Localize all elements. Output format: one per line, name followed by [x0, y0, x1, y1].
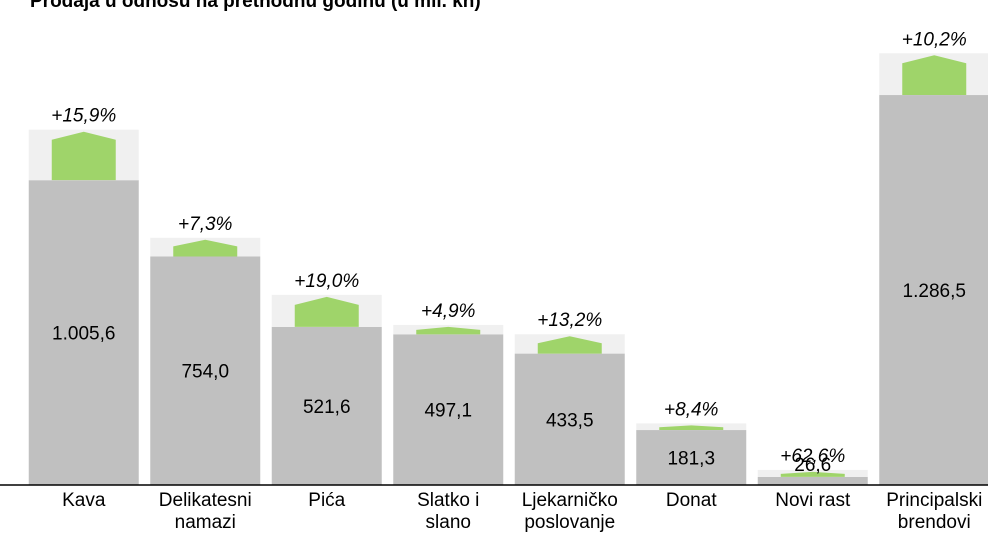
x-tick-label: Ljekarničko poslovanje [522, 490, 618, 533]
x-tick-label: Novi rast [775, 490, 851, 511]
value-label: 754,0 [181, 362, 229, 383]
x-tick-label: Slatko i slano [417, 490, 479, 533]
x-tick-label: Principalski brendovi [886, 490, 982, 533]
value-label: 1.286,5 [903, 281, 966, 302]
value-label: 497,1 [424, 401, 472, 422]
bar [28, 180, 139, 486]
growth-arrow [416, 326, 481, 335]
growth-label: +15,9% [51, 106, 116, 127]
value-label: 1.005,6 [52, 324, 115, 345]
x-tick-label: Pića [308, 490, 345, 511]
x-tick-label: Kava [62, 490, 106, 511]
growth-label: +8,4% [664, 399, 719, 420]
bar [757, 476, 868, 485]
value-label: 26,6 [794, 455, 831, 476]
x-tick-label: Delikatesni namazi [159, 490, 252, 533]
growth-label: +19,0% [294, 271, 359, 292]
growth-label: +7,3% [178, 214, 233, 235]
growth-label: +13,2% [537, 310, 602, 331]
growth-label: +4,9% [421, 301, 476, 322]
growth-arrow [294, 296, 359, 327]
chart-title: Prodaja u odnosu na prethodnu godinu (u … [30, 0, 481, 12]
growth-arrow [173, 239, 238, 257]
bar [636, 430, 747, 485]
value-label: 433,5 [546, 410, 594, 431]
bar [150, 256, 261, 485]
growth-arrow [902, 55, 967, 96]
growth-arrow [780, 471, 845, 477]
x-tick-label: Donat [666, 490, 717, 511]
growth-arrow [659, 425, 724, 431]
bar [271, 326, 382, 485]
bar [514, 353, 625, 485]
growth-label: +10,2% [902, 29, 967, 50]
growth-arrow [537, 336, 602, 354]
value-label: 181,3 [667, 449, 715, 470]
growth-arrow [51, 131, 116, 181]
bar [393, 334, 504, 485]
bar [879, 95, 988, 485]
value-label: 521,6 [303, 397, 351, 418]
growth-label: +62,6% [780, 446, 845, 467]
